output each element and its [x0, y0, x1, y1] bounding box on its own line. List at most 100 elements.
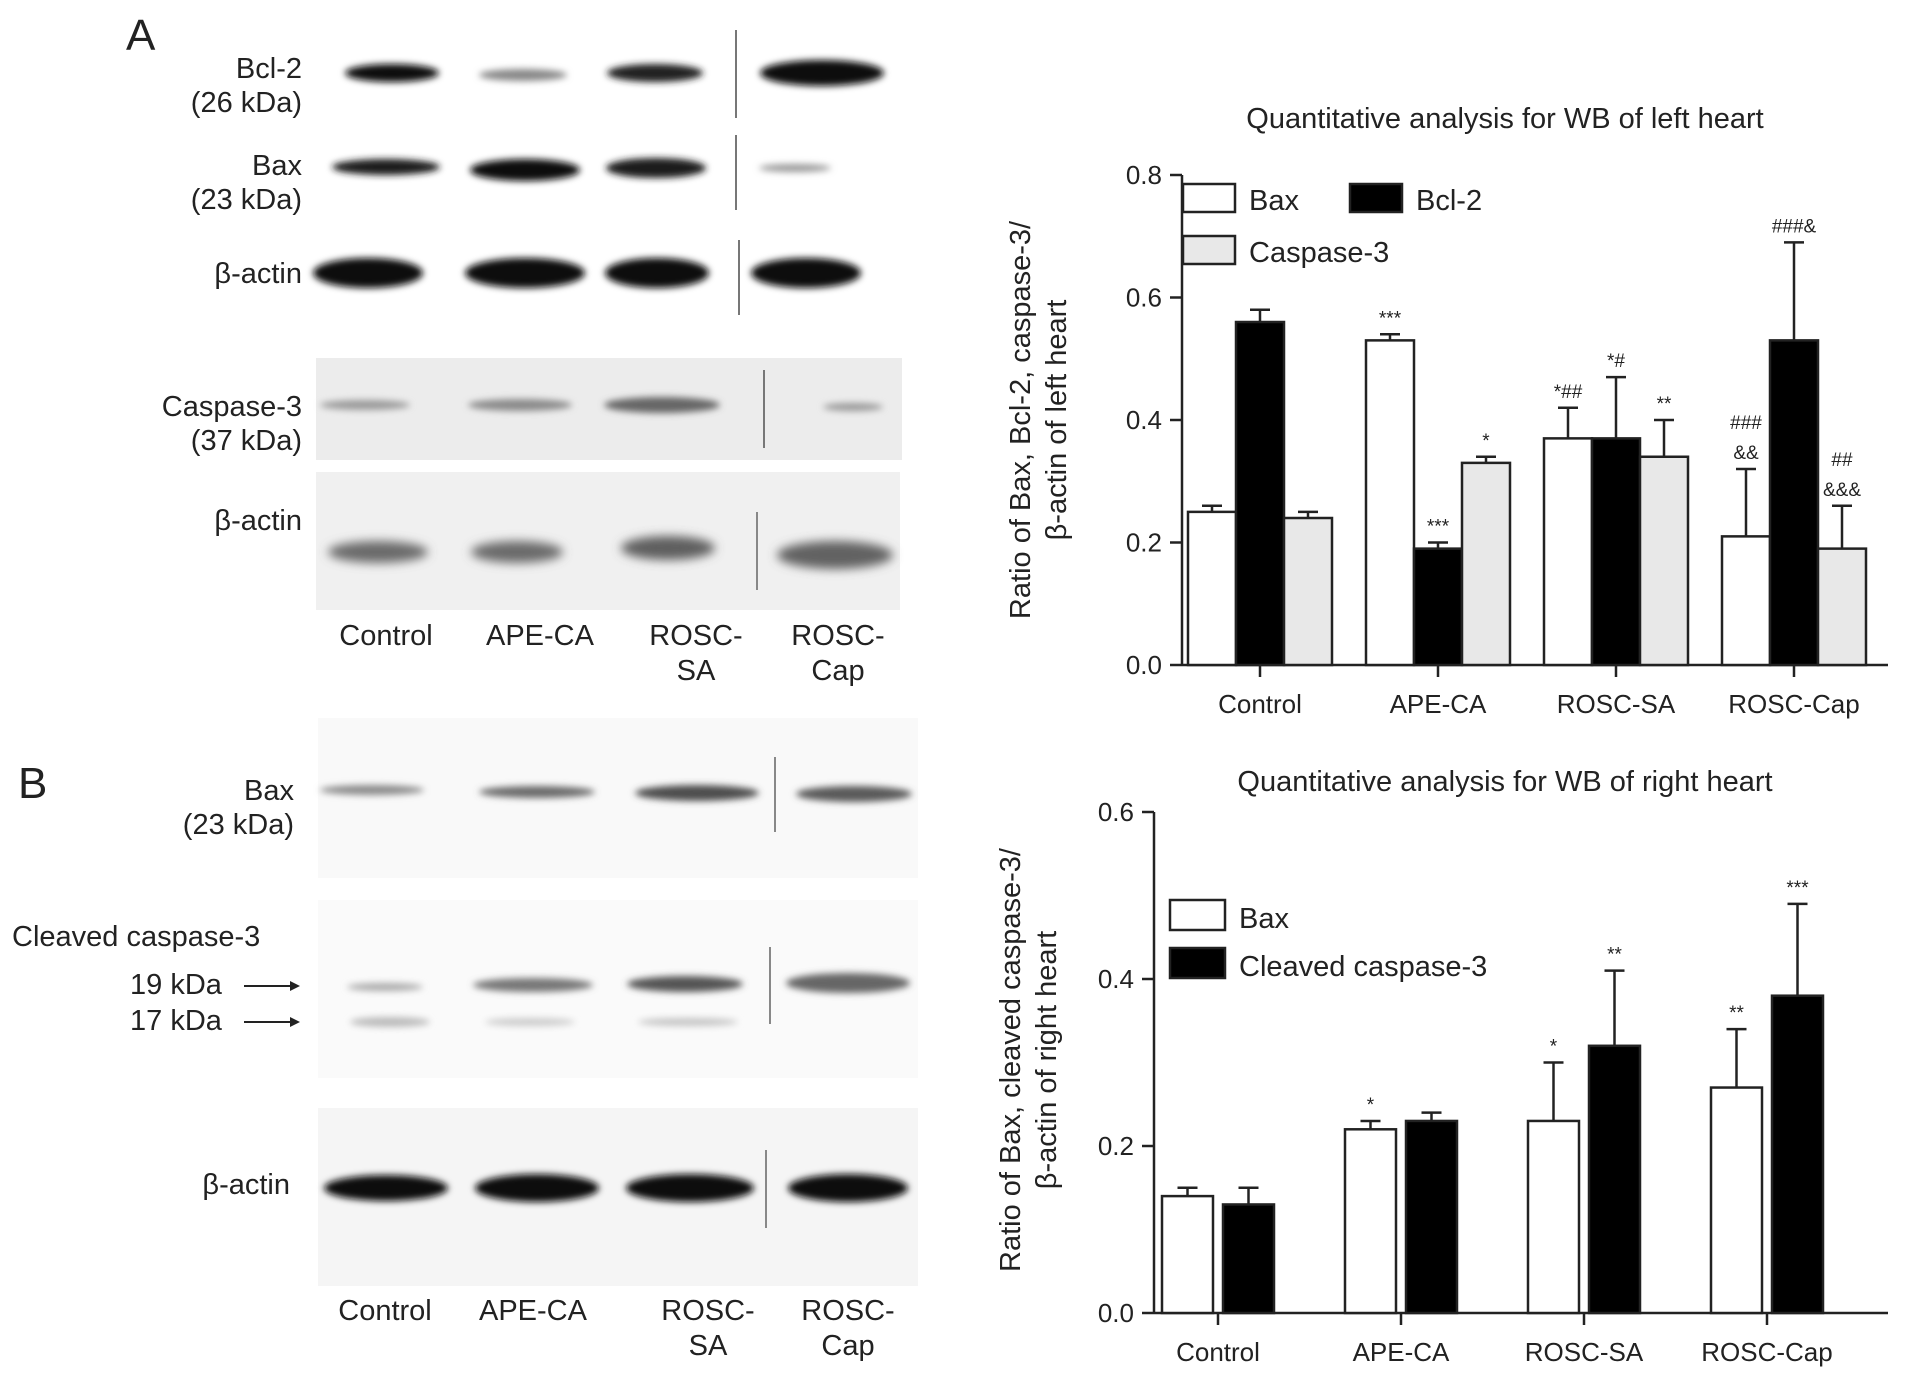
y-tick-label: 0.4 — [1126, 405, 1162, 435]
band — [786, 973, 910, 993]
band — [345, 64, 439, 82]
bar — [1364, 339, 1416, 667]
bar — [1412, 547, 1464, 667]
blot-label-bcl2-kda: (26 kDa) — [191, 87, 302, 119]
band — [605, 258, 709, 288]
band — [470, 159, 580, 181]
lane-label-control-b: Control — [338, 1295, 432, 1327]
band — [621, 536, 715, 560]
arrow-19kda — [244, 981, 300, 991]
legend-swatch — [1168, 946, 1227, 980]
bar — [1638, 455, 1690, 667]
legend-label: Caspase-3 — [1249, 237, 1389, 269]
bar — [1768, 339, 1820, 667]
lane-label-rosc-sa-a-2: SA — [677, 655, 716, 687]
y-axis-label: Ratio of Bax, Bcl-2, caspase-3/β-actin o… — [1005, 220, 1073, 619]
y-axis-label-line: β-actin of right heart — [1031, 931, 1063, 1189]
x-tick-label: ROSC-SA — [1525, 1337, 1644, 1367]
significance-label: ** — [1607, 945, 1622, 966]
band — [627, 976, 743, 992]
blot-label-17kda: 17 kDa — [130, 1005, 223, 1037]
y-tick-label: 0.0 — [1098, 1298, 1134, 1328]
blot-casp3 — [320, 397, 883, 413]
bar — [1526, 1119, 1581, 1315]
lane-label-ape-ca-a: APE-CA — [486, 620, 595, 652]
y-axis-label: Ratio of Bax, cleaved caspase-3/β-actin … — [995, 847, 1063, 1272]
x-tick-label: Control — [1176, 1337, 1260, 1367]
band — [320, 400, 410, 410]
x-tick-label: ROSC-SA — [1557, 689, 1676, 719]
significance-label: *## — [1554, 382, 1583, 403]
chart-title: Quantitative analysis for WB of left hea… — [1246, 103, 1763, 135]
significance-label: && — [1733, 443, 1759, 464]
band — [604, 397, 720, 413]
blot-label-cleaved: Cleaved caspase-3 — [12, 921, 260, 953]
significance-label: ###& — [1772, 216, 1817, 237]
bar — [1282, 516, 1334, 667]
band — [823, 403, 883, 411]
band — [607, 64, 703, 82]
blot-bax — [332, 158, 831, 181]
panel-a-blots: A Bcl-2 (26 kDa) Bax (23 kDa) β-actin — [126, 11, 902, 687]
significance-label: *** — [1379, 308, 1402, 329]
blot-actin-b — [324, 1174, 908, 1202]
bar — [1343, 1128, 1398, 1315]
blot-label-bax-b: Bax — [244, 775, 294, 807]
y-tick-label: 0.4 — [1098, 964, 1134, 994]
lane-label-rosc-sa-b-2: SA — [689, 1330, 728, 1362]
bar — [1460, 461, 1512, 667]
band — [324, 1175, 448, 1201]
blot-cleaved-casp3 — [347, 973, 910, 1027]
band — [760, 60, 884, 86]
significance-label: ** — [1657, 394, 1672, 415]
significance-label: *** — [1427, 517, 1450, 538]
y-axis-label-line: Ratio of Bax, cleaved caspase-3/ — [995, 847, 1027, 1272]
blot-label-actin-b: β-actin — [202, 1169, 290, 1201]
lane-label-rosc-cap-a-1: ROSC- — [791, 620, 884, 652]
blot-bg-actin-2 — [316, 472, 900, 610]
lane-label-rosc-sa-b-1: ROSC- — [661, 1295, 754, 1327]
y-tick-label: 0.2 — [1098, 1131, 1134, 1161]
band — [479, 786, 595, 798]
blot-actin-2 — [328, 536, 893, 569]
blot-label-actin-2: β-actin — [214, 505, 302, 537]
blot-label-bcl2: Bcl-2 — [236, 53, 302, 85]
y-axis-label-line: β-actin of left heart — [1041, 300, 1073, 541]
band — [471, 541, 563, 563]
band — [332, 159, 440, 175]
chart-left-heart: Quantitative analysis for WB of left hea… — [1005, 103, 1888, 719]
blot-bcl2 — [345, 60, 884, 86]
bar — [1709, 1086, 1764, 1315]
panel-b-blots: B Bax (23 kDa) Cleaved caspase-3 19 kDa … — [12, 718, 918, 1362]
significance-label: *# — [1607, 351, 1625, 372]
legend-label: Bax — [1239, 903, 1289, 935]
lane-label-rosc-cap-b-1: ROSC- — [801, 1295, 894, 1327]
bar — [1404, 1119, 1459, 1315]
x-tick-label: Control — [1218, 689, 1302, 719]
blot-label-bax-b-kda: (23 kDa) — [183, 809, 294, 841]
band — [347, 983, 423, 991]
arrow-17kda — [244, 1017, 300, 1027]
blot-bg-casp3 — [316, 358, 902, 460]
band — [465, 258, 585, 288]
chart-right-heart: Quantitative analysis for WB of right he… — [995, 766, 1888, 1367]
x-tick-label: ROSC-Cap — [1701, 1337, 1832, 1367]
x-tick-label: ROSC-Cap — [1728, 689, 1859, 719]
bar — [1770, 994, 1825, 1315]
blot-actin-1 — [313, 258, 861, 288]
blot-bax-b — [320, 785, 912, 802]
significance-label: * — [1482, 431, 1490, 452]
x-tick-label: APE-CA — [1353, 1337, 1450, 1367]
lane-label-ape-ca-b: APE-CA — [479, 1295, 588, 1327]
band — [606, 158, 706, 178]
significance-label: * — [1367, 1095, 1375, 1116]
legend-swatch — [1168, 898, 1227, 932]
bar — [1816, 547, 1868, 667]
y-tick-label: 0.6 — [1126, 283, 1162, 313]
band — [320, 785, 424, 795]
bar — [1160, 1194, 1215, 1315]
band — [635, 785, 759, 801]
panel-b-label: B — [18, 759, 47, 808]
y-axis-label-line: Ratio of Bax, Bcl-2, caspase-3/ — [1005, 220, 1037, 619]
